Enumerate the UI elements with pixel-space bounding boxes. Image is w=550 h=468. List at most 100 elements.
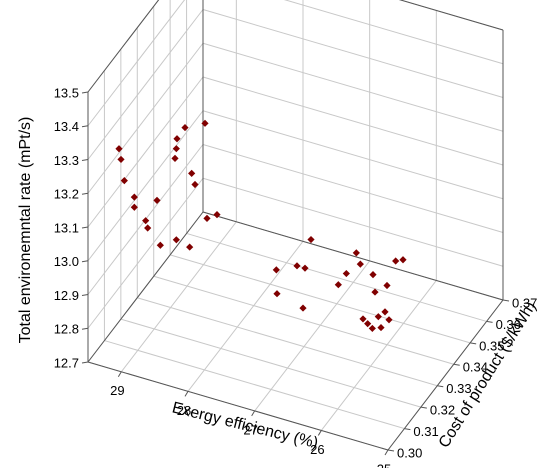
data-point — [299, 304, 307, 312]
data-point — [156, 241, 164, 249]
grid-line — [87, 0, 160, 93]
tick-mark — [81, 226, 89, 229]
axis-edge — [87, 211, 204, 363]
z-tick-label: 13.4 — [54, 119, 79, 134]
data-point — [142, 217, 150, 225]
tick-mark — [184, 391, 189, 397]
grid-line — [202, 9, 504, 98]
data-point — [385, 316, 393, 324]
data-point — [173, 135, 181, 143]
tick-mark — [117, 371, 122, 378]
grid-line — [87, 76, 204, 228]
x-tick-label: 28 — [177, 403, 191, 418]
grid-line — [120, 318, 421, 408]
y-tick-label: 0.32 — [430, 403, 455, 418]
data-point — [293, 262, 301, 270]
data-point — [301, 264, 309, 272]
grid-line — [170, 254, 471, 344]
tick-mark — [384, 449, 389, 456]
data-point — [377, 323, 385, 332]
tick-mark — [81, 192, 89, 195]
tick-mark — [81, 260, 89, 263]
tick-mark — [81, 327, 89, 330]
tick-mark — [81, 125, 89, 128]
tick-mark — [387, 449, 395, 452]
y-tick-label: 0.35 — [479, 338, 504, 353]
z-tick-label: 13.1 — [54, 220, 79, 235]
grid-line — [187, 241, 304, 392]
grid-line — [137, 297, 438, 387]
tick-mark — [317, 430, 322, 436]
data-point — [307, 235, 315, 244]
y-tick-label: 0.31 — [413, 424, 438, 439]
grid-line — [202, 42, 504, 132]
tick-mark — [81, 361, 89, 364]
axis-edge — [87, 0, 160, 93]
grid-line — [87, 110, 204, 262]
tick-mark — [486, 320, 493, 323]
tick-mark — [81, 159, 89, 161]
data-point — [172, 236, 180, 244]
grid-line — [254, 260, 371, 412]
grid-line — [202, 177, 504, 267]
data-point — [381, 308, 389, 316]
axis-edge — [387, 299, 504, 451]
data-point — [383, 281, 391, 290]
grid-line — [320, 280, 437, 431]
grid-line — [104, 340, 405, 430]
grid-line — [202, 144, 504, 233]
z-tick-label: 13.0 — [54, 254, 79, 269]
y-tick-label: 0.33 — [446, 381, 471, 396]
tick-mark — [251, 410, 256, 417]
y-tick-label: 0.36 — [496, 317, 521, 332]
tick-mark — [404, 428, 411, 431]
data-point — [153, 196, 161, 204]
grid-line — [87, 0, 186, 127]
axis-edge — [87, 361, 389, 451]
data-point — [364, 320, 372, 328]
tick-mark — [81, 294, 89, 296]
data-point — [359, 315, 367, 323]
grid-line — [87, 42, 204, 194]
data-point — [356, 260, 364, 268]
data-point — [117, 155, 125, 164]
tick-mark — [502, 299, 510, 302]
axis-edge — [202, 211, 504, 301]
tick-mark — [420, 406, 427, 409]
axis-edge — [398, 0, 504, 31]
data-point — [201, 119, 209, 127]
data-point — [369, 271, 377, 279]
data-point — [115, 145, 123, 153]
x-tick-label: 26 — [310, 442, 324, 457]
data-point — [171, 154, 179, 162]
data-point — [191, 180, 199, 189]
data-point — [130, 193, 138, 201]
grid-line — [120, 221, 237, 373]
grid-line — [186, 232, 487, 322]
x-tick-label: 25 — [377, 461, 391, 468]
y-tick-label: 0.34 — [463, 360, 488, 375]
tick-mark — [81, 91, 89, 94]
z-tick-label: 13.2 — [54, 187, 79, 202]
data-point — [334, 281, 342, 289]
grid-line — [87, 9, 204, 160]
grid-line — [153, 275, 454, 365]
data-point — [342, 269, 350, 278]
z-tick-label: 13.5 — [54, 85, 79, 100]
data-point — [368, 324, 376, 333]
x-tick-label: 29 — [110, 383, 124, 398]
grid-line — [398, 0, 504, 31]
grid-line — [202, 110, 504, 200]
z-tick-label: 12.9 — [54, 288, 79, 303]
grid-line — [202, 76, 504, 166]
data-point — [186, 243, 194, 251]
data-point — [181, 123, 189, 132]
data-point — [399, 256, 407, 264]
data-point — [203, 214, 211, 223]
data-point — [352, 249, 360, 257]
data-point — [172, 145, 180, 153]
data-point — [392, 257, 400, 265]
z-tick-label: 12.8 — [54, 322, 79, 337]
data-point — [120, 177, 128, 185]
